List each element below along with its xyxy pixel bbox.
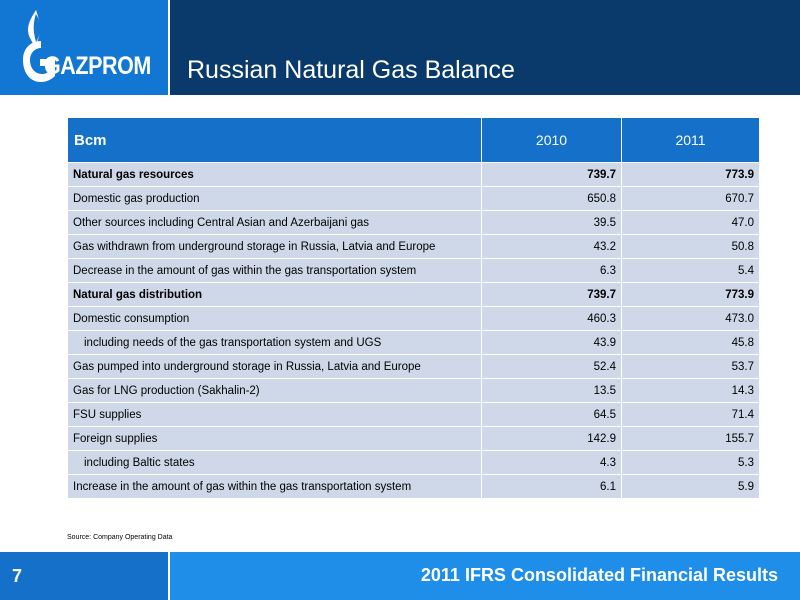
slide-footer: 7 2011 IFRS Consolidated Financial Resul… <box>0 552 800 600</box>
gas-balance-table: Bcm 2010 2011 Natural gas resources 739.7… <box>67 117 760 499</box>
value-2010: 460.3 <box>481 306 622 331</box>
column-header-2010: 2010 <box>481 117 622 163</box>
value-2011: 45.8 <box>621 330 760 355</box>
value-2011: 155.7 <box>621 426 760 451</box>
table-row: FSU supplies 64.5 71.4 <box>67 402 760 427</box>
value-2010: 6.3 <box>481 258 622 283</box>
value-2010: 52.4 <box>481 354 622 379</box>
value-2010: 739.7 <box>481 162 622 187</box>
value-2011: 53.7 <box>621 354 760 379</box>
row-label: Gas withdrawn from underground storage i… <box>67 234 482 259</box>
column-header-unit: Bcm <box>67 117 482 163</box>
page-title: Russian Natural Gas Balance <box>187 56 515 84</box>
row-label: Natural gas distribution <box>67 282 482 307</box>
table-row: Other sources including Central Asian an… <box>67 210 760 235</box>
value-2010: 64.5 <box>481 402 622 427</box>
footer-divider <box>168 552 170 600</box>
row-label: Gas pumped into underground storage in R… <box>67 354 482 379</box>
table-row: Natural gas distribution 739.7 773.9 <box>67 282 760 307</box>
row-label: Gas for LNG production (Sakhalin-2) <box>67 378 482 403</box>
row-label: Other sources including Central Asian an… <box>67 210 482 235</box>
value-2011: 5.4 <box>621 258 760 283</box>
value-2010: 142.9 <box>481 426 622 451</box>
row-label: Domestic consumption <box>67 306 482 331</box>
table-row: Gas pumped into underground storage in R… <box>67 354 760 379</box>
logo-wordmark: GAZPROM <box>44 52 151 80</box>
value-2011: 14.3 <box>621 378 760 403</box>
table-row: Natural gas resources 739.7 773.9 <box>67 162 760 187</box>
footer-title: 2011 IFRS Consolidated Financial Results <box>420 565 778 585</box>
table-row: Decrease in the amount of gas within the… <box>67 258 760 283</box>
value-2011: 47.0 <box>621 210 760 235</box>
footer-left-panel: 7 <box>0 552 168 600</box>
header-divider <box>168 0 170 95</box>
table-row: including needs of the gas transportatio… <box>67 330 760 355</box>
row-label: FSU supplies <box>67 402 482 427</box>
table-row: Domestic gas production 650.8 670.7 <box>67 186 760 211</box>
value-2011: 50.8 <box>621 234 760 259</box>
column-header-2011: 2011 <box>621 117 760 163</box>
table-row: Increase in the amount of gas within the… <box>67 474 760 499</box>
value-2010: 43.9 <box>481 330 622 355</box>
value-2011: 473.0 <box>621 306 760 331</box>
source-note: Source: Company Operating Data <box>67 534 173 541</box>
row-label: Domestic gas production <box>67 186 482 211</box>
row-label: Decrease in the amount of gas within the… <box>67 258 482 283</box>
value-2010: 650.8 <box>481 186 622 211</box>
value-2011: 773.9 <box>621 162 760 187</box>
row-label: Natural gas resources <box>67 162 482 187</box>
value-2010: 739.7 <box>481 282 622 307</box>
slide-header: GAZPROM Russian Natural Gas Balance <box>0 0 800 95</box>
value-2010: 43.2 <box>481 234 622 259</box>
gas-balance-table-container: Bcm 2010 2011 Natural gas resources 739.7… <box>67 117 760 499</box>
value-2010: 6.1 <box>481 474 622 499</box>
table-row: Domestic consumption 460.3 473.0 <box>67 306 760 331</box>
value-2011: 71.4 <box>621 402 760 427</box>
row-label: including needs of the gas transportatio… <box>67 330 482 355</box>
value-2011: 5.3 <box>621 450 760 475</box>
table-row: including Baltic states 4.3 5.3 <box>67 450 760 475</box>
table-row: Foreign supplies 142.9 155.7 <box>67 426 760 451</box>
value-2011: 670.7 <box>621 186 760 211</box>
value-2010: 13.5 <box>481 378 622 403</box>
value-2010: 39.5 <box>481 210 622 235</box>
logo-panel: GAZPROM <box>0 0 168 95</box>
row-label: Increase in the amount of gas within the… <box>67 474 482 499</box>
page-number: 7 <box>12 566 23 586</box>
table-header-row: Bcm 2010 2011 <box>67 117 760 163</box>
table-row: Gas withdrawn from underground storage i… <box>67 234 760 259</box>
row-label: including Baltic states <box>67 450 482 475</box>
table-body: Natural gas resources 739.7 773.9 Domestic … <box>67 162 760 499</box>
value-2011: 5.9 <box>621 474 760 499</box>
value-2011: 773.9 <box>621 282 760 307</box>
row-label: Foreign supplies <box>67 426 482 451</box>
table-row: Gas for LNG production (Sakhalin-2) 13.5 1… <box>67 378 760 403</box>
gazprom-flame-logo-icon <box>23 10 55 82</box>
value-2010: 4.3 <box>481 450 622 475</box>
